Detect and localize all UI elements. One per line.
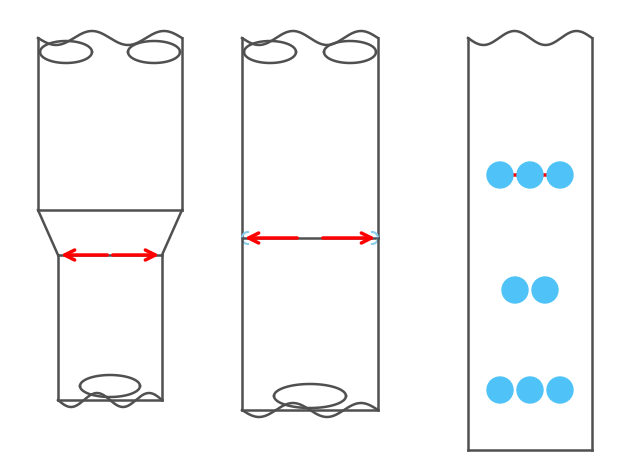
Circle shape	[487, 377, 513, 403]
Circle shape	[547, 377, 573, 403]
Circle shape	[487, 162, 513, 188]
Circle shape	[517, 162, 543, 188]
Circle shape	[502, 277, 528, 303]
Circle shape	[532, 277, 558, 303]
Circle shape	[547, 162, 573, 188]
Circle shape	[517, 377, 543, 403]
